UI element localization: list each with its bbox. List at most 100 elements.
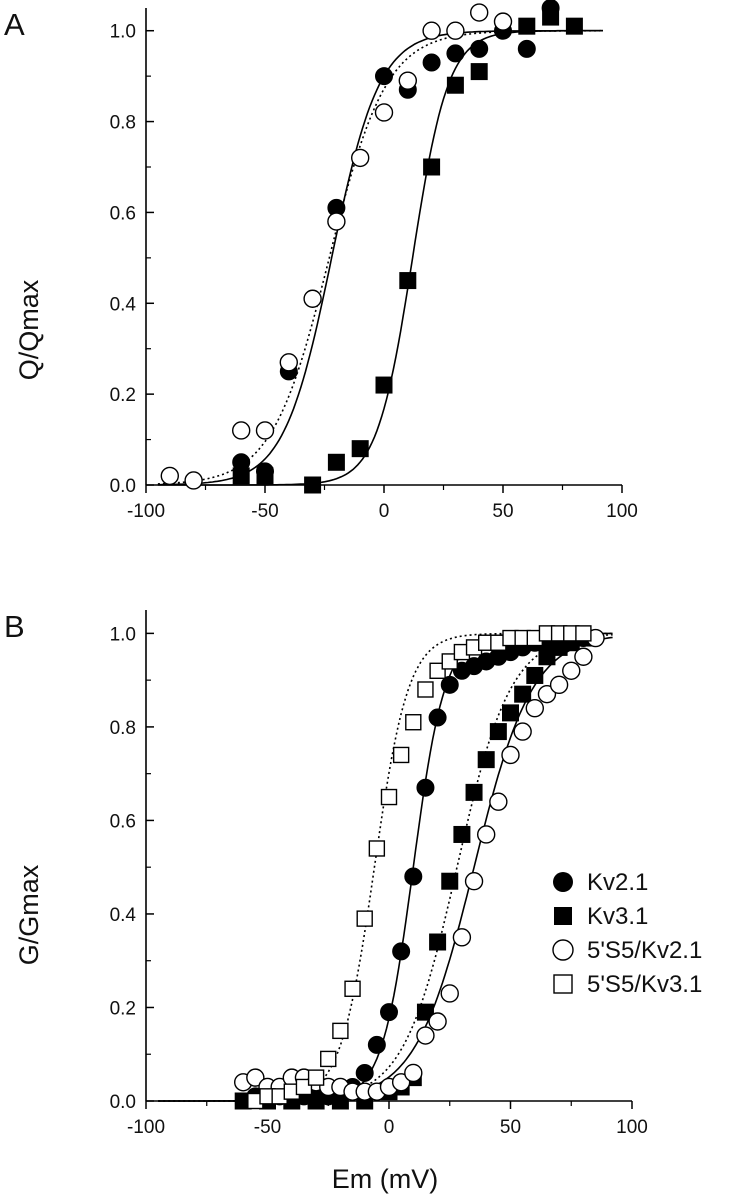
x-tick-label: 0 [379, 501, 390, 522]
data-point [575, 625, 592, 642]
data-point [231, 421, 251, 440]
x-tick-label: 100 [616, 1117, 648, 1138]
data-point [327, 453, 345, 471]
y-tick-label: 0.6 [110, 203, 136, 224]
y-tick-label: 0.2 [110, 385, 136, 406]
data-point [423, 158, 441, 176]
panel-a-fit-curves [157, 29, 603, 486]
data-point [279, 353, 298, 372]
data-point [392, 746, 410, 764]
data-point [525, 699, 544, 718]
data-point [537, 684, 557, 704]
data-point [502, 704, 519, 722]
data-point [464, 872, 484, 891]
data-point [416, 1026, 435, 1045]
data-point [295, 1078, 313, 1096]
data-point [307, 1092, 325, 1110]
data-point [351, 148, 370, 168]
data-point [344, 980, 361, 997]
panel-b-y-axis-title: G/Gmax [14, 864, 44, 965]
data-point [303, 289, 322, 308]
data-point [440, 984, 459, 1003]
panel-b-legend: Kv2.1 Kv3.1 5'S5/Kv2.1 5'S5/Kv3.1 [552, 869, 702, 998]
data-point [417, 681, 434, 698]
data-point [320, 1050, 337, 1068]
data-point [416, 778, 435, 797]
y-tick-label: 1.0 [110, 624, 136, 645]
data-point [493, 12, 513, 31]
fit-curve [157, 29, 603, 486]
data-point [380, 1003, 398, 1022]
data-point [549, 675, 569, 695]
x-tick-label: 0 [384, 1117, 395, 1138]
data-point [441, 872, 459, 890]
data-point [429, 662, 446, 679]
x-tick-label: -50 [251, 501, 278, 522]
x-tick-label: -100 [127, 501, 165, 522]
data-point [526, 666, 544, 684]
legend-marker [553, 872, 573, 892]
data-point [446, 44, 465, 63]
x-tick-label: 50 [492, 501, 513, 522]
legend-marker [552, 939, 574, 961]
panel-b-x-axis-title: Em (mV) [332, 1164, 438, 1194]
data-point [332, 1022, 349, 1040]
data-point [375, 376, 393, 394]
data-point [184, 471, 203, 490]
data-point [477, 751, 495, 769]
panel-b-letter: B [4, 609, 25, 644]
y-tick-label: 0.4 [110, 905, 137, 926]
data-point [514, 685, 532, 703]
data-point [351, 440, 369, 458]
panel-a-data-points [160, 0, 583, 494]
y-tick-label: 0.6 [110, 811, 136, 832]
x-tick-label: 50 [500, 1117, 521, 1138]
y-tick-label: 0.4 [110, 294, 137, 315]
data-point [441, 653, 458, 670]
panel-a-letter: A [4, 7, 25, 42]
panel-a-y-axis-title: Q/Qmax [14, 279, 44, 380]
data-point [391, 1073, 411, 1092]
panel-b-fit-curves [158, 632, 613, 1102]
y-tick-label: 1.0 [110, 22, 136, 43]
data-point [565, 17, 583, 35]
data-point [562, 661, 581, 680]
data-point [160, 466, 180, 486]
data-point [429, 933, 447, 951]
x-tick-label: -50 [254, 1117, 281, 1138]
data-point [446, 76, 464, 94]
data-point [304, 476, 322, 494]
data-point [374, 103, 394, 122]
data-point [489, 723, 507, 741]
data-point [440, 675, 459, 694]
panel-a: A Q/Qmax -100 -50 0 50 100 0.0 0.2 0.4 0.6 0.8 1.0 [4, 0, 638, 522]
data-point [356, 910, 373, 927]
data-point [375, 67, 393, 86]
fit-curve [157, 29, 603, 486]
data-point [398, 71, 417, 90]
legend-label: Kv3.1 [587, 903, 648, 930]
legend-label: 5'S5/Kv3.1 [587, 971, 702, 998]
data-point [404, 1063, 423, 1083]
data-point [246, 1068, 265, 1087]
data-point [517, 39, 536, 58]
data-point [368, 840, 386, 857]
data-point [355, 1063, 374, 1082]
data-point [470, 63, 488, 81]
data-point [416, 1003, 434, 1021]
data-point [404, 867, 423, 886]
data-point [422, 21, 441, 40]
data-point [256, 467, 274, 485]
y-tick-label: 0.8 [110, 718, 136, 739]
data-point [489, 792, 508, 811]
data-point [453, 825, 471, 843]
data-point [422, 53, 441, 72]
y-tick-label: 0.0 [110, 476, 136, 497]
data-point [518, 17, 536, 35]
data-point [399, 272, 417, 290]
data-point [470, 39, 489, 58]
data-point [574, 647, 593, 666]
data-point [428, 708, 447, 727]
data-point [380, 788, 398, 806]
